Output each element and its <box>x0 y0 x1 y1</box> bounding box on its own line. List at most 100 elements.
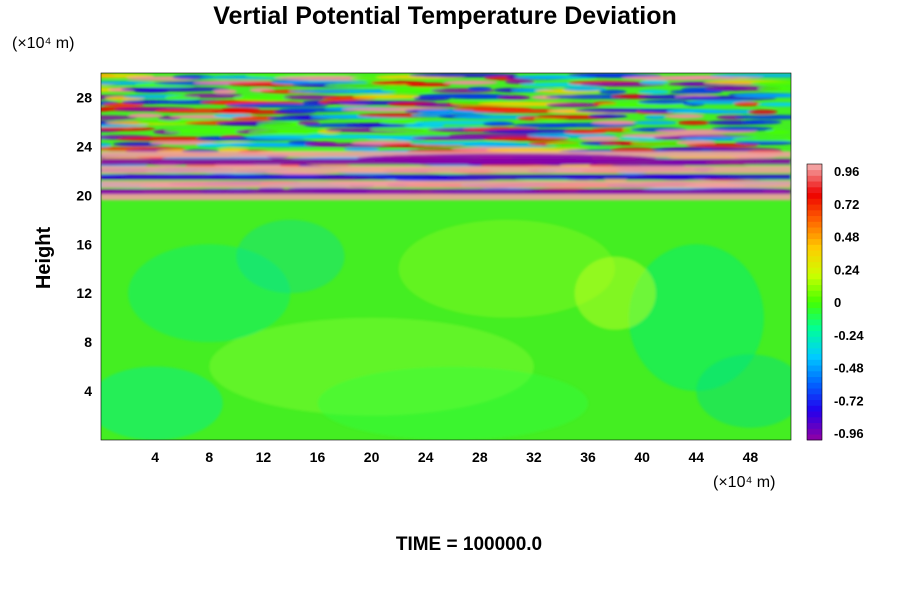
colorbar-swatch <box>807 353 822 360</box>
colorbar-tick-label: 0.96 <box>834 164 859 179</box>
field-wave <box>101 115 138 120</box>
colorbar-swatch <box>807 313 822 320</box>
field-wave <box>505 79 535 85</box>
field-wave <box>638 99 692 105</box>
field-band <box>101 189 791 195</box>
colorbar-swatch <box>807 238 822 245</box>
field-wave <box>409 73 519 78</box>
colorbar-swatch <box>807 388 822 395</box>
colorbar-swatch <box>807 371 822 378</box>
colorbar-swatch <box>807 307 822 314</box>
field-band <box>101 174 791 180</box>
time-annotation: TIME = 100000.0 <box>396 534 542 555</box>
colorbar-swatch <box>807 428 822 435</box>
field-blob <box>628 244 764 392</box>
colorbar-swatch <box>807 336 822 343</box>
colorbar-swatch <box>807 261 822 268</box>
field-wave <box>749 80 791 86</box>
field-wave <box>443 80 498 85</box>
y-axis-label: Height <box>33 227 55 290</box>
field-wave <box>121 87 231 92</box>
field-wave <box>588 113 628 119</box>
colorbar-swatch <box>807 302 822 309</box>
field-blob <box>236 219 345 294</box>
field-wave <box>403 123 445 128</box>
field-wave <box>733 101 761 107</box>
colorbar-tick-label: 0.48 <box>834 230 859 245</box>
field-wave <box>467 86 492 92</box>
field-wave <box>101 142 112 148</box>
field-wave <box>183 93 243 98</box>
colorbar-swatch <box>807 256 822 263</box>
field-wave <box>610 147 659 153</box>
field-wave <box>765 130 791 135</box>
colorbar-ticks: 0.96 0.72 0.48 0.24 0 -0.24 -0.48 -0.72 -0.96 <box>834 164 864 441</box>
y-tick-label: 12 <box>76 285 92 301</box>
colorbar-swatch <box>807 319 822 326</box>
colorbar-swatch <box>807 422 822 429</box>
x-tick-label: 48 <box>743 449 759 465</box>
colorbar-swatch <box>807 192 822 199</box>
x-tick-label: 44 <box>689 449 705 465</box>
colorbar-swatch <box>807 376 822 383</box>
colorbar-swatch <box>807 284 822 291</box>
x-axis-unit: (×10⁴ m) <box>713 474 775 491</box>
colorbar-swatch <box>807 325 822 332</box>
field-wave <box>733 93 791 98</box>
field-wave <box>546 102 601 108</box>
field-blob <box>574 256 656 330</box>
chart-title: Vertial Potential Temperature Deviation <box>213 2 677 30</box>
x-tick-label: 28 <box>472 449 488 465</box>
field-blob <box>101 366 223 440</box>
colorbar-swatch <box>807 394 822 401</box>
field-wave <box>213 89 238 94</box>
y-tick-label: 16 <box>76 236 92 252</box>
field-wave <box>598 89 627 95</box>
field-wave <box>352 94 424 99</box>
x-tick-label: 24 <box>418 449 434 465</box>
field-wave <box>644 114 667 120</box>
field-wave <box>686 143 759 148</box>
colorbar-swatch <box>807 342 822 349</box>
colorbar-swatch <box>807 244 822 251</box>
field-wave <box>633 120 678 125</box>
colorbar-swatch <box>807 175 822 182</box>
colorbar-swatch <box>807 279 822 286</box>
field-wave <box>747 109 778 115</box>
field-wave <box>711 126 774 132</box>
colorbar-swatch <box>807 405 822 412</box>
field-wave <box>405 82 452 87</box>
x-axis-ticks: 4 8 12 16 20 24 28 32 36 40 44 48 <box>151 449 758 465</box>
field-wave <box>734 114 791 120</box>
field-wave <box>234 95 291 101</box>
field-wave <box>380 119 426 125</box>
field-wave <box>101 126 156 132</box>
field-wave <box>757 86 791 91</box>
field-wave <box>473 108 574 114</box>
field-wave <box>343 146 380 152</box>
colorbar <box>806 163 823 441</box>
colorbar-swatch <box>807 198 822 205</box>
colorbar-swatch <box>807 164 822 171</box>
x-tick-label: 40 <box>634 449 650 465</box>
colorbar-tick-label: 0.24 <box>834 262 860 277</box>
y-tick-label: 4 <box>84 383 92 399</box>
colorbar-swatch <box>807 267 822 274</box>
colorbar-tick-label: -0.48 <box>834 361 864 376</box>
plot-frame <box>100 72 792 441</box>
colorbar-tick-label: -0.24 <box>834 328 864 343</box>
field-blob <box>398 219 616 318</box>
colorbar-swatch <box>807 330 822 337</box>
x-tick-label: 12 <box>256 449 272 465</box>
colorbar-swatch <box>807 215 822 222</box>
field-wave <box>591 120 638 125</box>
colorbar-swatch <box>807 359 822 366</box>
plot-area <box>101 73 791 440</box>
colorbar-swatch <box>807 181 822 188</box>
x-tick-label: 20 <box>364 449 380 465</box>
x-tick-label: 4 <box>151 449 159 465</box>
y-axis-unit: (×10⁴ m) <box>12 35 74 52</box>
x-tick-label: 8 <box>205 449 213 465</box>
colorbar-swatch <box>807 434 822 441</box>
